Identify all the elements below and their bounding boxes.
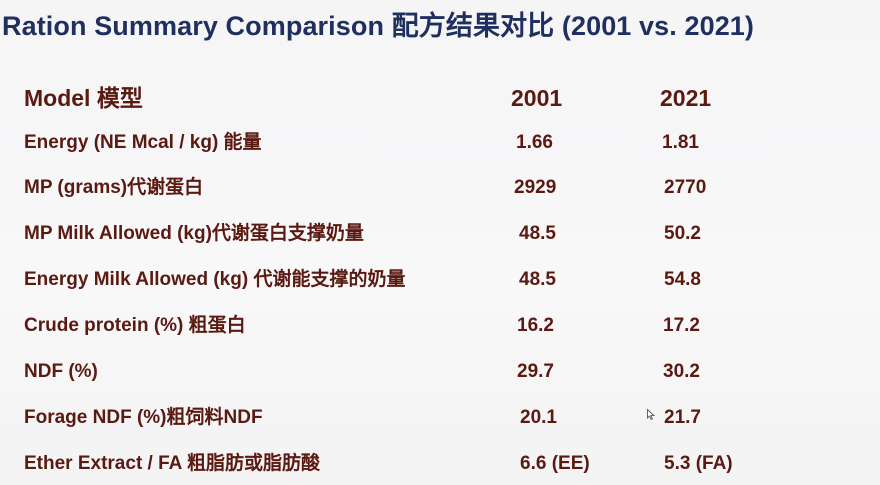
row-value-2001: 16.2 [517, 315, 554, 336]
row-value-2021: 5.3 (FA) [664, 453, 733, 474]
row-value-2001: 1.66 [516, 132, 553, 153]
row-label: Energy (NE Mcal / kg) 能量 [24, 132, 262, 153]
row-value-2001: 6.6 (EE) [520, 453, 590, 474]
row-value-2021: 1.81 [662, 132, 699, 153]
row-label: MP Milk Allowed (kg)代谢蛋白支撑奶量 [24, 223, 364, 244]
mouse-pointer-icon [647, 409, 655, 420]
row-label: NDF (%) [24, 361, 98, 382]
row-value-2021: 21.7 [664, 407, 701, 428]
header-2021: 2021 [660, 85, 712, 111]
row-label: Forage NDF (%)粗饲料NDF [24, 407, 263, 428]
slide-title: Ration Summary Comparison 配方结果对比 (2001 v… [2, 11, 755, 41]
row-label: MP (grams)代谢蛋白 [24, 177, 204, 198]
row-value-2021: 54.8 [664, 269, 701, 290]
row-value-2021: 30.2 [663, 361, 700, 382]
row-label: Energy Milk Allowed (kg) 代谢能支撑的奶量 [24, 269, 406, 290]
row-value-2001: 29.7 [517, 361, 554, 382]
header-2001: 2001 [511, 85, 563, 111]
header-model-label: Model 模型 [24, 85, 143, 111]
row-value-2001: 48.5 [519, 269, 556, 290]
row-value-2001: 48.5 [519, 223, 556, 244]
row-value-2001: 2929 [514, 177, 557, 198]
row-value-2001: 20.1 [520, 407, 557, 428]
row-value-2021: 17.2 [663, 315, 700, 336]
row-value-2021: 50.2 [664, 223, 701, 244]
row-label: Ether Extract / FA 粗脂肪或脂肪酸 [24, 453, 320, 474]
row-label: Crude protein (%) 粗蛋白 [24, 315, 246, 336]
row-value-2021: 2770 [664, 177, 707, 198]
